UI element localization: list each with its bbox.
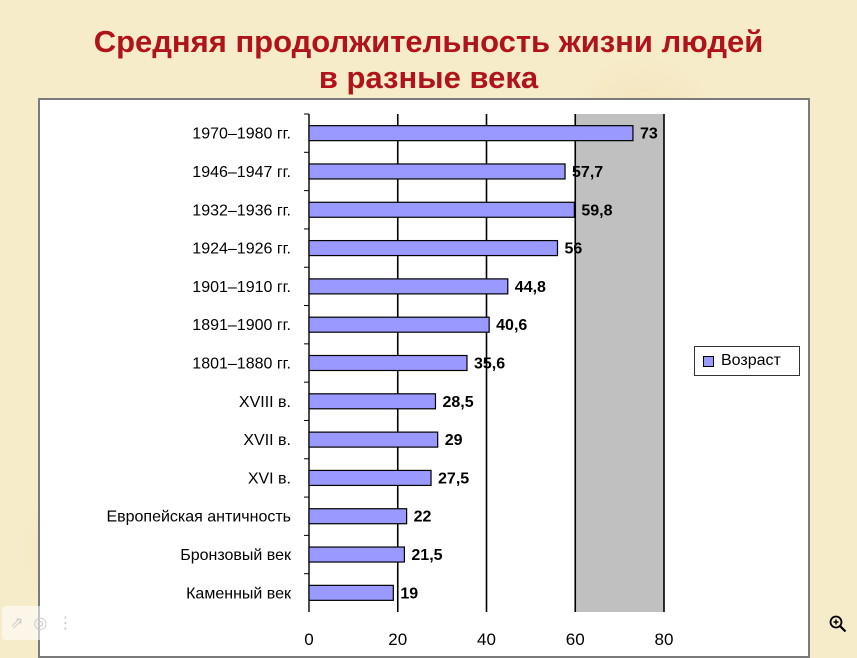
bar: [308, 201, 575, 218]
category-label: 1932–1936 гг.: [192, 202, 291, 219]
category-label: XVIII в.: [239, 394, 291, 411]
value-label: 44,8: [515, 279, 546, 296]
value-label: 29: [445, 432, 463, 449]
x-tick-label: 60: [566, 630, 585, 647]
chart-title: Средняя продолжительность жизни людей в …: [0, 24, 857, 96]
plot-area-shaded: [575, 114, 664, 612]
value-label: 40,6: [496, 317, 527, 334]
legend-swatch: [703, 355, 714, 367]
bar: [308, 163, 566, 180]
bar: [308, 125, 634, 142]
value-label: 28,5: [442, 394, 473, 411]
bar: [308, 469, 432, 487]
bar: [308, 239, 559, 257]
bar: [308, 316, 490, 333]
zoom-in-icon[interactable]: [828, 614, 848, 634]
more-icon[interactable]: ⋮: [57, 615, 74, 632]
chart-title-line-2: в разные века: [318, 60, 539, 95]
category-label: XVII в.: [243, 432, 291, 449]
value-label: 19: [400, 585, 418, 602]
chart-title-line-1: Средняя продолжительность жизни людей: [93, 24, 764, 59]
bar: [308, 393, 437, 410]
category-label: 1970–1980 гг.: [192, 126, 291, 143]
bar: [308, 278, 509, 295]
category-label: 1924–1926 гг.: [192, 241, 291, 258]
x-tick-label: 0: [304, 630, 313, 647]
category-label: 1801–1880 гг.: [192, 356, 291, 373]
category-label: XVI в.: [248, 470, 291, 487]
value-label: 27,5: [438, 470, 469, 487]
share-icon[interactable]: ⇗: [10, 615, 24, 632]
legend: Возраст: [694, 346, 800, 376]
value-label: 22: [414, 509, 432, 526]
image-overlay-toolbar: ⇗ ◎ ⋮: [2, 606, 106, 640]
category-label: Каменный век: [186, 585, 292, 602]
value-label: 35,6: [474, 356, 505, 373]
value-label: 73: [640, 126, 658, 143]
lens-icon[interactable]: ◎: [33, 615, 48, 632]
bar: [308, 546, 406, 563]
bar: [308, 431, 439, 448]
category-label: Европейская античность: [106, 509, 291, 526]
x-tick-label: 80: [655, 630, 674, 647]
category-label: Бронзовый век: [180, 547, 292, 564]
value-label: 59,8: [581, 202, 612, 219]
bar: [308, 584, 394, 601]
category-label: 1891–1900 гг.: [192, 317, 291, 334]
x-tick-label: 20: [388, 630, 407, 647]
bar: [308, 354, 468, 372]
category-label: 1901–1910 гг.: [192, 279, 291, 296]
legend-label: Возраст: [721, 352, 781, 369]
value-label: 21,5: [411, 547, 442, 564]
category-label: 1946–1947 гг.: [192, 164, 291, 181]
value-label: 57,7: [572, 164, 603, 181]
value-label: 56: [565, 241, 583, 258]
x-tick-label: 40: [477, 630, 496, 647]
bar: [308, 508, 408, 525]
